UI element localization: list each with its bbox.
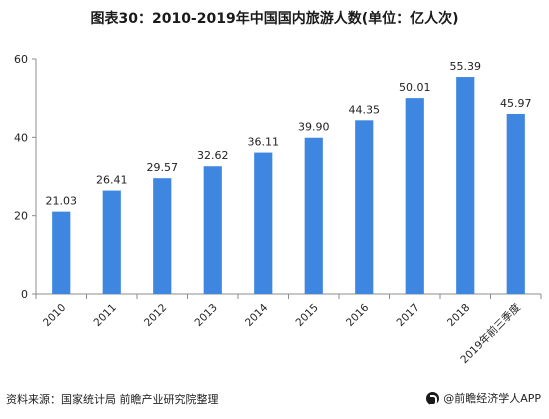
chart-title: 图表30：2010-2019年中国国内旅游人数(单位：亿人次): [90, 11, 459, 27]
y-tick-label: 0: [21, 288, 28, 301]
bar: [254, 152, 273, 294]
value-label: 50.01: [399, 81, 431, 94]
brand-credit: @前瞻经济学人APP: [426, 390, 541, 406]
brand-label: @前瞻经济学人APP: [443, 392, 541, 405]
value-label: 26.41: [96, 174, 128, 187]
x-tick-label: 2013: [192, 302, 219, 329]
x-tick-label: 2010: [41, 302, 68, 329]
x-tick-label: 2014: [243, 301, 271, 329]
x-tick-label: 2011: [91, 302, 118, 329]
x-tick-label: 2012: [142, 302, 169, 329]
x-tick-label: 2016: [344, 301, 372, 329]
value-label: 32.62: [197, 149, 229, 162]
y-tick-label: 20: [14, 210, 28, 223]
bar: [102, 190, 121, 294]
chart-bars: [52, 77, 525, 294]
source-note: 资料来源：国家统计局 前瞻产业研究院整理: [6, 393, 219, 406]
bar: [405, 98, 424, 294]
bar: [203, 166, 222, 294]
value-label: 55.39: [450, 60, 482, 73]
y-tick-label: 60: [14, 53, 28, 66]
x-tick-label: 2018: [445, 302, 472, 329]
value-label: 21.03: [46, 195, 78, 208]
bar: [456, 77, 475, 294]
value-label: 39.90: [298, 121, 330, 134]
bar: [506, 113, 525, 294]
value-label: 44.35: [349, 103, 381, 116]
y-tick-label: 40: [14, 131, 28, 144]
bar: [153, 178, 172, 294]
value-label: 45.97: [500, 97, 532, 110]
value-label: 36.11: [248, 136, 280, 149]
bar: [304, 137, 323, 294]
value-label: 29.57: [147, 161, 179, 174]
bar: [355, 120, 374, 294]
x-tick-label: 2015: [293, 302, 320, 329]
bar: [52, 211, 71, 294]
brand-logo-icon: [426, 391, 440, 406]
x-tick-label: 2017: [394, 302, 421, 329]
